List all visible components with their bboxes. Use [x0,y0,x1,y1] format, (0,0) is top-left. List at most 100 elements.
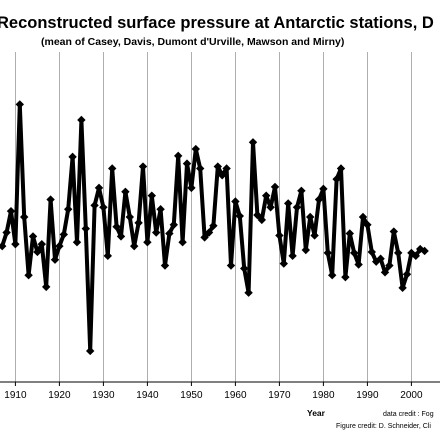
data-point-1951 [191,144,200,154]
data-point-1955 [209,221,218,230]
series-group [0,100,429,356]
data-point-1923 [68,152,77,162]
data-point-1987 [350,248,359,258]
data-point-1964 [248,138,258,147]
data-point-1919 [50,255,60,264]
data-point-1997 [394,248,403,258]
data-point-1999 [402,270,412,279]
data-point-1908 [2,228,11,237]
data-point-1986 [345,229,354,238]
data-point-1933 [112,222,121,231]
data-point-1944 [160,261,170,270]
data-point-1956 [213,162,222,171]
x-axis-label: Year [307,408,326,418]
data-point-2001 [411,251,420,261]
x-tick-label: 1970 [268,390,291,401]
x-tick-label: 1940 [136,390,159,401]
data-point-1943 [156,205,165,214]
data-point-1979 [314,195,324,204]
data-point-1918 [46,195,55,204]
data-point-1988 [354,260,363,269]
data-point-1975 [297,186,306,195]
data-point-1912 [20,212,29,222]
x-tick-label: 2000 [400,390,423,401]
data-point-1942 [152,228,161,237]
x-tick-label: 1950 [180,390,203,401]
data-point-1954 [204,228,214,237]
data-point-1982 [328,271,337,280]
data-point-1931 [103,251,112,261]
data-point-1928 [90,201,99,210]
data-point-1973 [288,251,297,261]
data-point-1963 [244,288,253,297]
data-point-1907 [0,241,7,251]
data-point-2003 [420,246,429,256]
data-point-1921 [59,230,68,239]
data-point-1961 [235,211,244,221]
data-point-1949 [182,159,192,168]
data-point-1958 [222,164,231,173]
data-point-1925 [77,115,86,125]
data-point-1962 [240,264,249,273]
data-point-1922 [64,205,73,214]
data-point-1926 [81,224,90,233]
data-point-1989 [358,212,368,222]
data-point-1965 [253,210,262,220]
data-point-1980 [319,184,328,194]
data-point-1968 [266,203,275,212]
data-point-1947 [174,151,183,161]
data-point-1966 [257,215,266,225]
data-point-1970 [275,231,284,240]
data-point-1967 [262,191,271,200]
data-point-1995 [385,261,394,270]
data-point-1932 [108,164,117,173]
data-point-1974 [292,203,302,212]
x-tick-label: 1930 [92,390,115,401]
x-tick-label: 1920 [48,390,71,401]
data-point-1983 [332,174,341,184]
data-point-1945 [165,229,174,238]
data-point-1969 [270,182,280,192]
data-point-1990 [363,220,372,229]
data-point-1940 [143,238,152,247]
data-point-1971 [279,259,288,268]
data-point-1914 [28,232,38,241]
data-point-1985 [341,272,350,282]
data-point-1991 [367,247,376,257]
data-point-1957 [218,171,227,180]
data-point-1959 [226,261,236,270]
data-point-1909 [6,206,16,216]
data-point-1913 [24,271,33,280]
data-point-1950 [187,183,196,193]
data-point-1953 [200,233,209,242]
data-point-1934 [116,232,126,241]
data-point-1937 [130,241,139,251]
data-point-1952 [196,164,205,173]
data-point-1941 [147,191,156,200]
data-point-1972 [284,199,293,208]
data-point-1920 [55,241,64,251]
data-point-1960 [231,197,240,206]
data-point-1996 [389,227,398,236]
data-point-1917 [42,282,51,292]
chart-title: Reconstructed surface pressure at Antarc… [0,14,434,32]
data-point-1927 [86,346,95,356]
x-tick-label: 1960 [224,390,247,401]
data-point-1910 [11,239,20,249]
data-point-1994 [380,268,390,277]
data-point-1924 [72,238,82,247]
data-point-1930 [99,203,108,212]
data-point-1978 [310,231,319,240]
data-point-1984 [336,164,346,173]
data-point-1993 [376,254,385,263]
data-point-1936 [125,212,134,222]
data-point-1935 [121,187,130,196]
x-tick-label: 1990 [356,390,379,401]
data-point-1976 [301,245,310,255]
data-point-1939 [138,162,148,171]
data-point-1977 [306,212,315,222]
data-point-1981 [323,248,332,258]
data-point-1916 [37,239,46,249]
data-point-1946 [169,220,178,229]
